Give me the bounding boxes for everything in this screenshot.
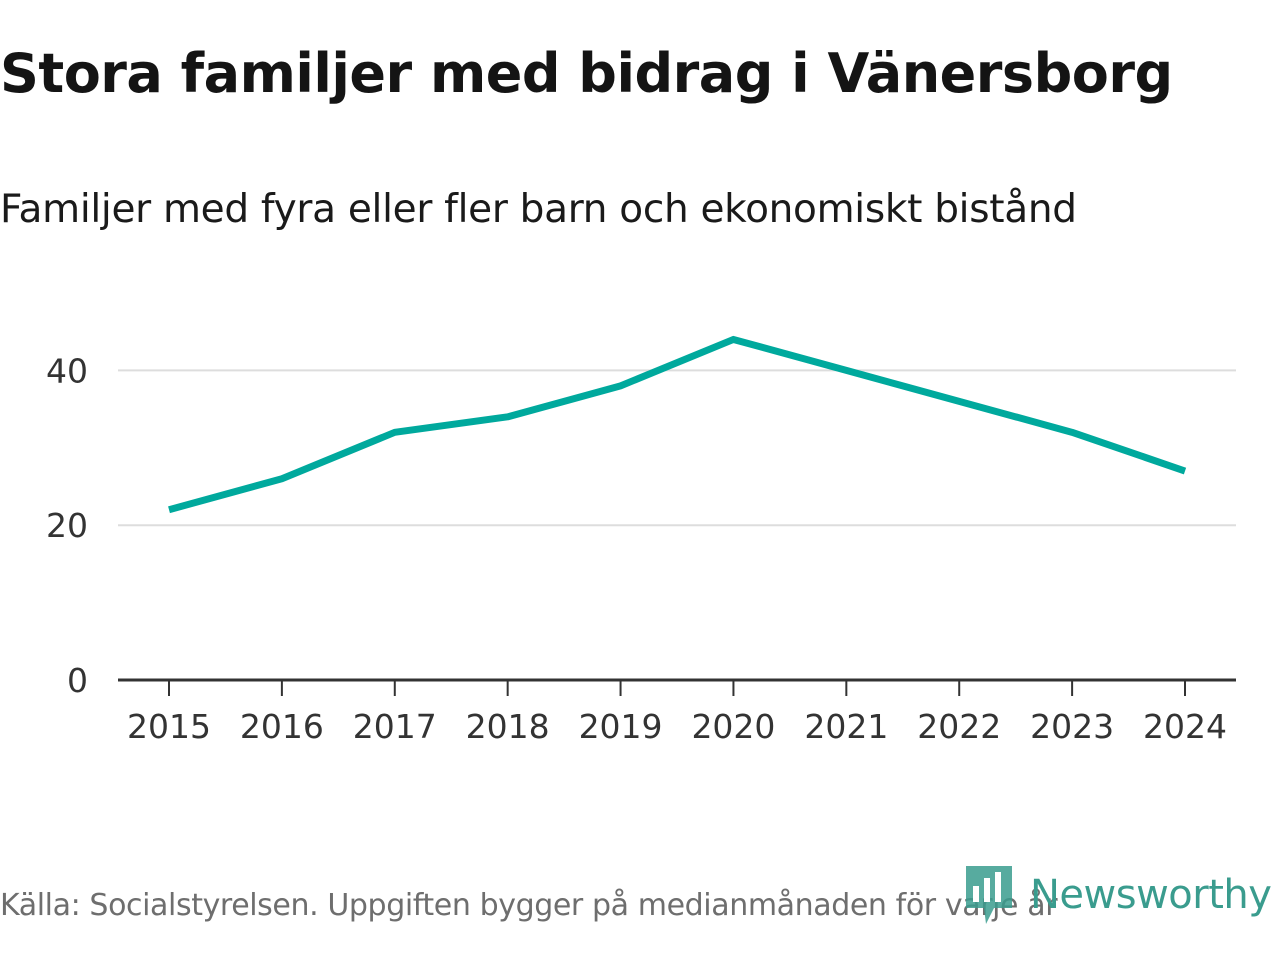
x-tick-label-2019: 2019 [579, 707, 663, 746]
chart-title: Stora familjer med bidrag i Vänersborg [0, 42, 1173, 105]
x-tick-label-2021: 2021 [804, 707, 888, 746]
x-tick-label-2024: 2024 [1143, 707, 1227, 746]
brand-logo: Newsworthy [964, 864, 1272, 926]
y-axis-ticks: 0 20 40 [46, 351, 88, 700]
x-tick-label-2022: 2022 [917, 707, 1001, 746]
chart-subtitle: Familjer med fyra eller fler barn och ek… [0, 187, 1077, 232]
x-tick-label-2017: 2017 [353, 707, 437, 746]
y-tick-label-40: 40 [46, 351, 88, 390]
x-tick-label-2016: 2016 [240, 707, 324, 746]
x-tick-label-2020: 2020 [691, 707, 775, 746]
series-line-0 [168, 335, 1187, 514]
brand-name: Newsworthy [1030, 872, 1272, 918]
newsworthy-logo-icon [966, 866, 1012, 924]
y-tick-label-20: 20 [46, 506, 88, 545]
gridlines [118, 369, 1236, 527]
x-tick-label-2018: 2018 [466, 707, 550, 746]
series-layer [168, 335, 1187, 514]
source-note: Källa: Socialstyrelsen. Uppgiften bygger… [0, 888, 1058, 923]
x-axis-ticks: 2015 2016 2017 2018 2019 2020 2021 2022 2023 2024 [127, 680, 1227, 746]
x-tick-label-2015: 2015 [127, 707, 211, 746]
y-tick-label-0: 0 [67, 661, 88, 700]
x-tick-label-2023: 2023 [1030, 707, 1114, 746]
